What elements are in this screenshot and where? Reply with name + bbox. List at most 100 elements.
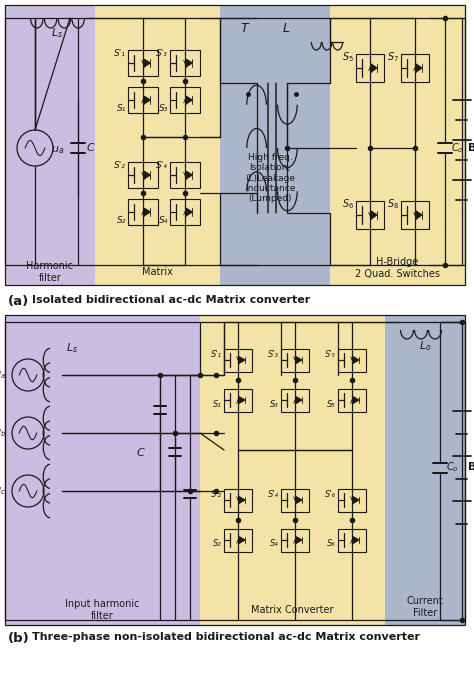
Bar	[170, 199, 200, 225]
Text: $C_o$: $C_o$	[446, 460, 458, 474]
Bar	[170, 162, 200, 188]
Polygon shape	[239, 497, 245, 503]
Bar	[170, 50, 200, 76]
Bar	[356, 54, 384, 82]
Polygon shape	[416, 64, 422, 72]
Polygon shape	[239, 537, 245, 543]
Text: S₁: S₁	[213, 399, 222, 408]
Text: B: B	[468, 143, 474, 153]
Text: S₄: S₄	[159, 216, 168, 225]
Polygon shape	[353, 537, 359, 543]
Bar	[338, 529, 366, 551]
Polygon shape	[144, 60, 150, 66]
Text: S'₆: S'₆	[325, 490, 336, 499]
Bar	[338, 488, 366, 512]
Text: Three-phase non-isolated bidirectional ac-dc Matrix converter: Three-phase non-isolated bidirectional a…	[32, 632, 420, 642]
Bar	[95, 5, 220, 285]
Text: Harmonic
filter: Harmonic filter	[27, 261, 73, 283]
Text: $S_5$: $S_5$	[342, 50, 354, 64]
Text: S'₃: S'₃	[156, 49, 168, 58]
Bar	[224, 388, 252, 412]
Bar	[338, 388, 366, 412]
Text: Isolated bidirectional ac-dc Matrix converter: Isolated bidirectional ac-dc Matrix conv…	[32, 295, 310, 305]
Bar	[281, 488, 309, 512]
Polygon shape	[416, 211, 422, 219]
Bar	[224, 529, 252, 551]
Polygon shape	[353, 397, 359, 403]
Text: $S_8$: $S_8$	[387, 197, 399, 211]
Text: S'₂: S'₂	[211, 490, 222, 499]
Polygon shape	[296, 537, 301, 543]
Polygon shape	[186, 60, 192, 66]
Text: Matrix Converter: Matrix Converter	[251, 605, 334, 615]
Polygon shape	[186, 97, 192, 103]
Bar	[338, 349, 366, 371]
Text: S'₂: S'₂	[114, 160, 126, 169]
Text: (a): (a)	[8, 295, 29, 308]
Text: S'₄: S'₄	[268, 490, 279, 499]
Bar	[128, 199, 158, 225]
Bar	[5, 315, 465, 625]
Text: Input harmonic
filter: Input harmonic filter	[65, 599, 140, 621]
Bar	[281, 529, 309, 551]
Text: S'₁: S'₁	[114, 49, 126, 58]
Bar	[281, 388, 309, 412]
Bar	[170, 87, 200, 113]
Bar	[220, 5, 330, 285]
Bar	[356, 201, 384, 229]
Polygon shape	[186, 171, 192, 179]
Bar	[330, 5, 465, 285]
Text: $u_c$: $u_c$	[0, 485, 6, 497]
Text: S₃: S₃	[270, 399, 279, 408]
Text: S'₄: S'₄	[156, 160, 168, 169]
Bar	[401, 201, 429, 229]
Polygon shape	[186, 208, 192, 216]
Text: $u_b$: $u_b$	[0, 427, 6, 439]
Text: S'₅: S'₅	[325, 349, 336, 358]
Bar	[128, 87, 158, 113]
Text: S₁: S₁	[117, 103, 126, 112]
Text: $L_s$: $L_s$	[51, 26, 63, 40]
Bar	[281, 349, 309, 371]
Text: S'₁: S'₁	[211, 349, 222, 358]
Bar	[401, 54, 429, 82]
Text: B: B	[468, 462, 474, 472]
Text: $u_a$: $u_a$	[0, 369, 6, 381]
Bar	[200, 315, 385, 625]
Polygon shape	[144, 171, 150, 179]
Bar	[5, 315, 200, 625]
Bar	[128, 50, 158, 76]
Text: $u_a$: $u_a$	[51, 144, 64, 156]
Text: C: C	[86, 143, 94, 153]
Text: High freq.
Isolation,
(L)Leakage
Inductance
(Lumped): High freq. Isolation, (L)Leakage Inducta…	[245, 153, 295, 203]
Text: $L_o$: $L_o$	[419, 339, 431, 353]
Text: H-Bridge
2 Quad. Switches: H-Bridge 2 Quad. Switches	[355, 257, 440, 279]
Text: $S_7$: $S_7$	[387, 50, 399, 64]
Polygon shape	[296, 357, 301, 363]
Bar	[128, 162, 158, 188]
Polygon shape	[371, 64, 377, 72]
Text: Matrix: Matrix	[142, 267, 173, 277]
Bar	[224, 349, 252, 371]
Text: S₃: S₃	[159, 103, 168, 112]
Polygon shape	[296, 497, 301, 503]
Polygon shape	[239, 397, 245, 403]
Text: S'₃: S'₃	[268, 349, 279, 358]
Polygon shape	[239, 357, 245, 363]
Polygon shape	[144, 208, 150, 216]
Text: S₄: S₄	[270, 540, 279, 549]
Bar	[5, 5, 95, 285]
Text: Current
Filter: Current Filter	[407, 596, 443, 618]
Text: $L_s$: $L_s$	[66, 341, 78, 355]
Text: S₅: S₅	[327, 399, 336, 408]
Polygon shape	[353, 497, 359, 503]
Text: L: L	[283, 21, 290, 34]
Bar	[5, 5, 465, 285]
Polygon shape	[353, 357, 359, 363]
Polygon shape	[371, 211, 377, 219]
Bar	[224, 488, 252, 512]
Text: (b): (b)	[8, 632, 30, 645]
Text: S₆: S₆	[327, 540, 336, 549]
Text: T: T	[240, 21, 248, 34]
Polygon shape	[144, 97, 150, 103]
